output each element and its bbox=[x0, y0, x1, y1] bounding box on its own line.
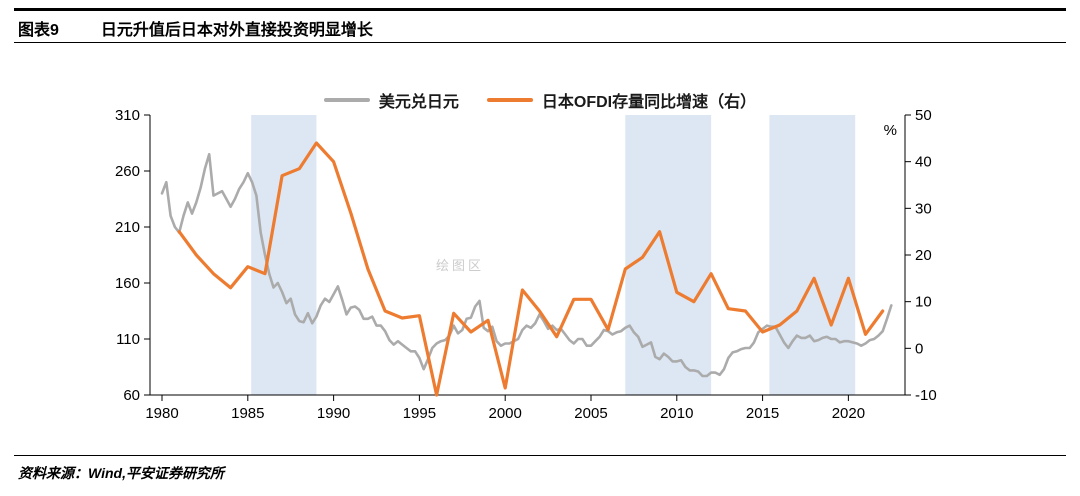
highlight-band bbox=[625, 115, 712, 395]
legend-item-usdjpy: 美元兑日元 bbox=[323, 88, 459, 112]
footer-divider bbox=[14, 455, 1066, 456]
y-right-tick-label: 10 bbox=[915, 294, 932, 311]
x-tick-label: 2005 bbox=[574, 405, 607, 422]
legend-label-ofdi: 日本OFDI存量同比增速（右） bbox=[541, 94, 757, 111]
y-left-tick-label: 210 bbox=[115, 219, 140, 236]
chart-legend: 美元兑日元 日本OFDI存量同比增速（右） bbox=[0, 88, 1080, 112]
figure-title: 日元升值后日本对外直接投资明显增长 bbox=[100, 22, 373, 39]
y-right-tick-label: -10 bbox=[915, 387, 937, 404]
header-divider bbox=[14, 42, 1066, 43]
legend-swatch-ofdi bbox=[486, 98, 533, 102]
series-ofdi-growth-line bbox=[177, 141, 885, 397]
highlight-band bbox=[769, 115, 856, 395]
legend-label-usdjpy: 美元兑日元 bbox=[378, 94, 459, 111]
x-tick-label: 2010 bbox=[660, 405, 693, 422]
x-tick-label: 1985 bbox=[231, 405, 264, 422]
legend-swatch-usdjpy bbox=[323, 98, 370, 102]
y-left-tick-label: 260 bbox=[115, 163, 140, 180]
y-right-tick-label: 0 bbox=[915, 340, 923, 357]
figure-header: 图表9 日元升值后日本对外直接投资明显增长 bbox=[18, 16, 373, 40]
y-right-tick-label: 50 bbox=[915, 110, 932, 124]
y-left-tick-label: 310 bbox=[115, 110, 140, 124]
top-rule bbox=[14, 8, 1066, 11]
x-tick-label: 1980 bbox=[145, 405, 178, 422]
y-left-tick-label: 110 bbox=[116, 331, 140, 348]
x-tick-label: 2015 bbox=[746, 405, 779, 422]
y-left-tick-label: 160 bbox=[115, 275, 140, 292]
x-tick-label: 1995 bbox=[403, 405, 436, 422]
figure-label: 图表9 bbox=[18, 22, 59, 39]
x-tick-label: 1990 bbox=[317, 405, 350, 422]
watermark: 绘图区 bbox=[436, 258, 484, 273]
chart-canvas: 绘图区 60 110 160 210 260 310 -10 0 10 20 30 40 50 1980 19… bbox=[115, 110, 937, 422]
series-usdjpy-line bbox=[160, 152, 893, 378]
y-left-tick-label: 60 bbox=[123, 387, 140, 404]
legend-item-ofdi: 日本OFDI存量同比增速（右） bbox=[486, 88, 757, 112]
y-right-tick-label: 20 bbox=[915, 247, 932, 264]
x-tick-label: 2020 bbox=[832, 405, 865, 422]
right-axis-unit: % bbox=[884, 122, 897, 139]
y-right-tick-label: 30 bbox=[915, 200, 932, 217]
x-tick-label: 2000 bbox=[489, 405, 522, 422]
y-right-tick-label: 40 bbox=[915, 154, 932, 171]
source-note: 资料来源：Wind,平安证券研究所 bbox=[18, 465, 224, 481]
